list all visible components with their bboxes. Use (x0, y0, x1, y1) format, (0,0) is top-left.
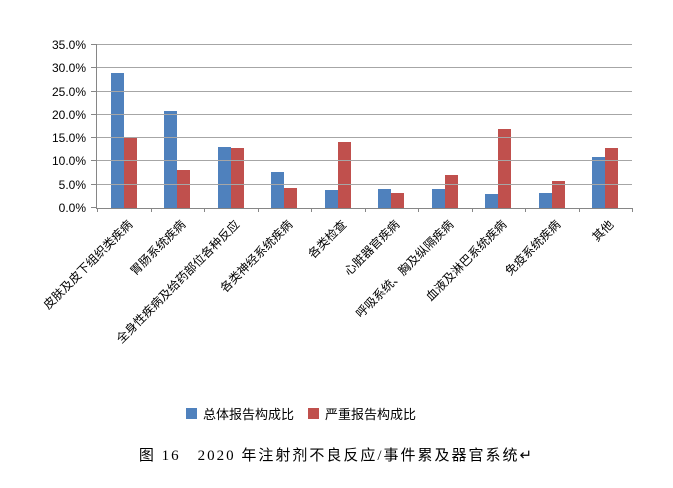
bar-总体报告构成比 (110, 72, 124, 208)
x-axis-label: 皮肤及皮下组织类疾病 (40, 217, 136, 313)
gridline (97, 44, 632, 45)
bar-严重报告构成比 (498, 129, 512, 208)
x-axis-label: 免疫系统疾病 (502, 217, 564, 279)
bar-总体报告构成比 (592, 156, 606, 208)
y-axis-tick (91, 183, 97, 185)
bar-group (418, 45, 472, 208)
x-axis-tick (525, 208, 526, 212)
y-axis-tick-label: 25.0% (51, 84, 86, 99)
x-axis-tick (364, 208, 366, 212)
bar-group (204, 45, 258, 208)
gridline (97, 160, 632, 162)
bar-总体报告构成比 (538, 193, 552, 208)
gridline (97, 67, 632, 69)
x-axis-tick (97, 208, 98, 212)
x-axis-tick (471, 208, 473, 212)
x-axis-tick (150, 208, 152, 212)
y-axis-tick (91, 113, 97, 115)
y-axis-tick-label: 30.0% (51, 61, 86, 76)
x-axis-label: 各类检查 (305, 217, 350, 262)
x-axis-tick (632, 208, 633, 212)
x-axis-tick (257, 208, 259, 212)
figure-caption-text: 图 16 2020 年注射剂不良反应/事件累及器官系统 (138, 448, 520, 464)
y-axis-tick (91, 44, 97, 45)
chart-legend: 总体报告构成比 严重报告构成比 (186, 404, 416, 423)
bar-group (365, 45, 419, 208)
bar-group (258, 45, 312, 208)
legend-item-total: 总体报告构成比 (186, 404, 294, 423)
y-axis-tick (91, 67, 97, 69)
bar-总体报告构成比 (485, 194, 499, 208)
bar-严重报告构成比 (605, 148, 619, 208)
x-axis-tick (311, 208, 312, 212)
y-axis-tick-label: 35.0% (51, 38, 86, 52)
bar-严重报告构成比 (123, 138, 137, 208)
x-axis-tick (204, 208, 205, 212)
bar-严重报告构成比 (337, 142, 351, 208)
bar-严重报告构成比 (551, 181, 565, 208)
y-axis-tick (91, 137, 97, 139)
legend-label-serious: 严重报告构成比 (325, 407, 417, 422)
x-axis-tick (418, 208, 419, 212)
legend-swatch-serious (308, 408, 320, 419)
bar-严重报告构成比 (284, 188, 298, 208)
legend-swatch-total (186, 408, 197, 419)
bar-总体报告构成比 (324, 189, 338, 208)
bar-严重报告构成比 (391, 193, 405, 208)
gridline (97, 137, 632, 139)
bar-group (97, 45, 151, 208)
gridline (97, 183, 632, 185)
x-axis-tick (578, 208, 580, 212)
bar-group (311, 45, 365, 208)
y-axis-labels: 0.0% 5.0% 10.0% 15.0% 20.0% 25.0% 30.0% 35.0% (0, 38, 86, 215)
bar-group (525, 45, 579, 208)
y-axis-tick-label: 15.0% (51, 131, 86, 146)
bar-总体报告构成比 (271, 171, 285, 208)
figure-caption: 图 16 2020 年注射剂不良反应/事件累及器官系统↵ (0, 444, 673, 465)
x-axis-label: 其他 (589, 217, 617, 245)
bar-group (579, 45, 633, 208)
legend-item-serious: 严重报告构成比 (308, 404, 416, 423)
paragraph-mark: ↵ (519, 448, 535, 464)
gridline (97, 90, 632, 92)
y-axis-tick-label: 10.0% (51, 154, 86, 169)
y-axis-tick (91, 90, 97, 92)
x-axis-label: 呼吸系统、胸及纵隔疾病 (352, 217, 457, 321)
y-axis-tick-label: 20.0% (51, 107, 86, 122)
plot-area: 皮肤及皮下组织类疾病 胃肠系统疾病 全身性疾病及给药部位各种反应 各类神经系统疾病 各类… (40, 44, 633, 346)
y-axis-tick-label: 0.0% (58, 201, 86, 215)
bar-严重报告构成比 (230, 148, 244, 208)
bar-总体报告构成比 (217, 147, 231, 208)
y-axis-tick (91, 160, 97, 162)
bar-严重报告构成比 (177, 169, 191, 208)
bar-总体报告构成比 (431, 189, 445, 208)
legend-label-total: 总体报告构成比 (203, 407, 295, 422)
y-axis-tick (91, 207, 97, 208)
bar-group (472, 45, 526, 208)
bar-严重报告构成比 (444, 174, 458, 208)
y-axis-tick-label: 5.0% (58, 177, 86, 192)
bar-总体报告构成比 (378, 189, 392, 208)
gridline (97, 113, 632, 115)
